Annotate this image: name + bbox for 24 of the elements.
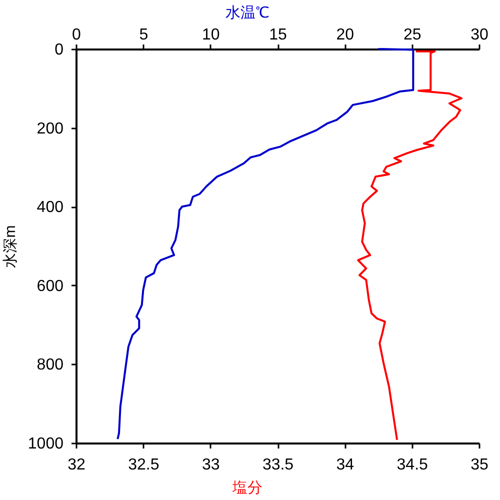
x2-tick-label: 15 — [269, 26, 287, 44]
x-tick-label: 35 — [470, 456, 488, 474]
x-tick-label: 33 — [202, 456, 220, 474]
x2-tick-label: 10 — [202, 26, 220, 44]
line-series — [357, 50, 463, 441]
y-tick-label: 0 — [54, 42, 64, 58]
x2-axis-title: 水温℃ — [226, 4, 270, 22]
x2-tick-label: 0 — [72, 26, 82, 44]
y-tick-label: 600 — [36, 278, 64, 295]
x-tick-label: 32 — [68, 456, 86, 474]
y-tick-label: 200 — [36, 120, 64, 138]
x-axis-title: 塩分 — [232, 480, 262, 496]
y-tick-label: 800 — [36, 356, 64, 374]
x-tick-label: 34.5 — [396, 456, 428, 474]
y-tick-label: 400 — [36, 199, 64, 216]
y-tick-label: 1000 — [28, 436, 64, 452]
x-tick-label: 34 — [336, 456, 354, 474]
x2-tick-label: 5 — [139, 26, 148, 44]
x-tick-label: 32.5 — [128, 456, 160, 474]
x-tick-label: 33.5 — [262, 456, 294, 474]
x2-tick-label: 20 — [336, 26, 354, 44]
x2-tick-label: 30 — [470, 26, 488, 44]
x2-tick-label: 25 — [403, 26, 422, 44]
y-axis-title: 水深m — [2, 225, 19, 268]
